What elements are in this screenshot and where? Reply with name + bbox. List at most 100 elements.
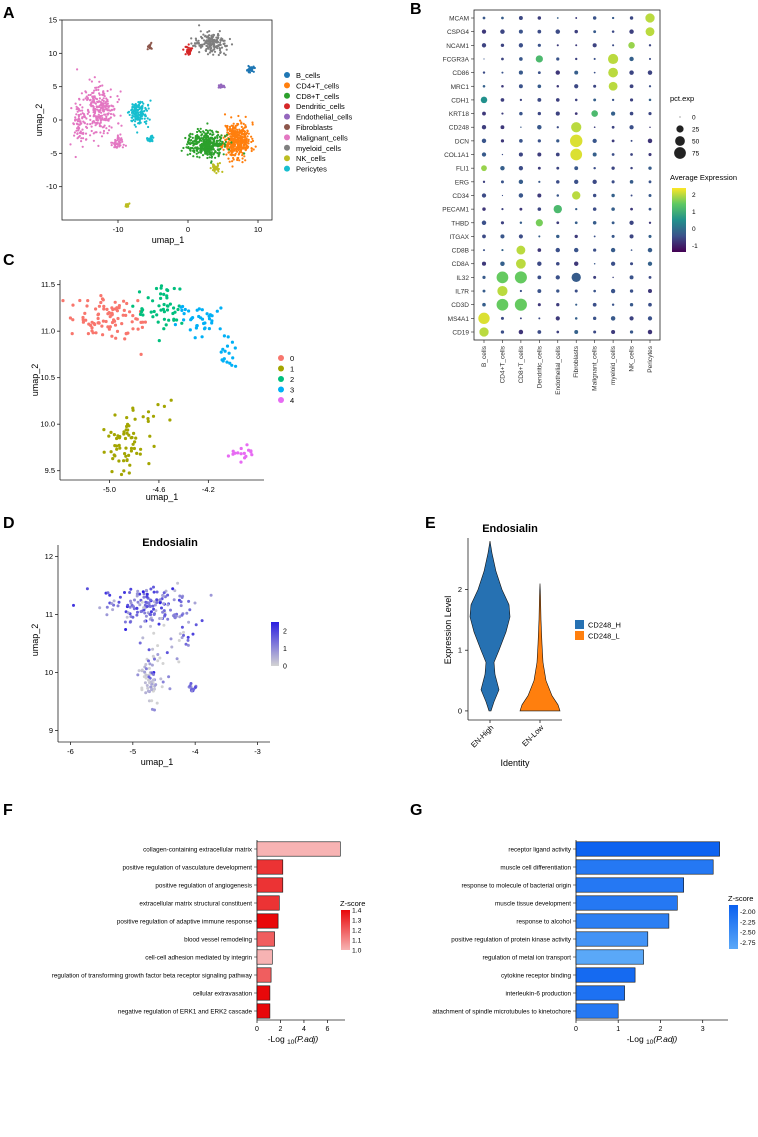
panel-a-cell-point <box>216 134 219 138</box>
panel-c-cell-point <box>135 451 139 455</box>
panel-b-dot <box>645 27 655 37</box>
panel-a-cell-point <box>90 104 93 107</box>
panel-e-legend-swatch <box>575 631 584 640</box>
panel-b-dot <box>516 245 526 255</box>
panel-a-cell-point <box>117 98 121 101</box>
panel-a-cell-point <box>79 103 82 106</box>
panel-e-violin-body <box>469 540 511 712</box>
panel-d-cell-point <box>110 602 114 605</box>
panel-a-cell-point <box>232 133 235 137</box>
panel-b-dot <box>516 258 526 269</box>
panel-a-cell-point <box>92 100 95 103</box>
panel-b-dot <box>593 248 597 252</box>
panel-b-dot <box>481 43 487 48</box>
panel-d-cell-point <box>153 603 157 607</box>
panel-a-cell-point <box>209 167 212 170</box>
panel-a-cell-point <box>222 42 225 46</box>
panel-b-dot <box>514 298 527 311</box>
panel-c-cell-point <box>122 432 126 436</box>
panel-b-gene-label: IL7R <box>455 289 469 296</box>
panel-a-cell-point <box>97 86 100 89</box>
panel-a-cell-point <box>242 122 245 125</box>
panel-a-cell-point <box>231 145 234 148</box>
panel-a-cell-point <box>237 153 240 156</box>
panel-b-gene-label: IL32 <box>456 275 469 282</box>
panel-a-cell-point <box>146 48 149 51</box>
panel-c-cell-point <box>162 317 166 321</box>
panel-a-cell-point <box>225 48 228 51</box>
panel-a-xtick-label: 10 <box>254 225 262 234</box>
panel-b-dot <box>537 71 541 75</box>
panel-b-dot <box>519 139 523 143</box>
panel-c-cell-point <box>172 286 176 291</box>
panel-d-cell-point <box>192 687 196 691</box>
panel-a-cell-point <box>216 152 219 155</box>
panel-d-cell-point <box>147 648 151 652</box>
panel-b-dot <box>518 166 524 171</box>
panel-a-cell-point <box>74 155 77 159</box>
panel-c-cell-point <box>239 460 243 464</box>
panel-b-gene-label: ERG <box>455 179 469 186</box>
panel-a-cell-point <box>250 140 253 144</box>
panel-b-dot <box>500 29 505 34</box>
panel-a-cell-point <box>199 30 202 33</box>
panel-a-cell-point <box>101 93 104 96</box>
panel-a-cell-point <box>103 108 106 111</box>
panel-a-cell-point <box>102 102 105 105</box>
panel-c-cell-point <box>156 403 160 407</box>
panel-a-cell-point <box>77 127 81 130</box>
panel-b-dot <box>482 275 486 279</box>
panel-b-dot <box>630 207 633 211</box>
panel-c-cell-point <box>102 428 106 432</box>
panel-a-legend-label: Fibroblasts <box>296 123 333 132</box>
panel-a-cell-point <box>204 49 208 53</box>
panel-a-cell-point <box>233 154 236 157</box>
panel-a-cell-point <box>196 134 199 137</box>
panel-c-cell-point <box>78 298 82 303</box>
panel-a-cell-point <box>126 111 130 114</box>
panel-a-cell-point <box>139 112 142 115</box>
panel-a-cell-point <box>140 117 144 120</box>
panel-b-plot-frame <box>473 9 661 341</box>
panel-b-dot <box>575 44 578 47</box>
panel-a-cell-point <box>139 102 142 105</box>
panel-a-cell-point <box>219 147 222 150</box>
panel-b-dot <box>647 261 653 266</box>
panel-b-size-legend-title: pct.exp <box>670 94 694 103</box>
panel-a-legend-label: CD4+T_cells <box>296 81 339 90</box>
panel-a-cell-point <box>102 90 105 93</box>
panel-a-cell-point <box>250 69 253 72</box>
panel-a-cell-point <box>106 132 109 135</box>
panel-a-cell-point <box>148 118 151 121</box>
panel-a-cell-point <box>216 47 219 50</box>
panel-b-size-legend-label: 75 <box>692 151 700 158</box>
panel-a-cell-point <box>106 89 109 93</box>
panel-c-cell-point <box>139 352 143 356</box>
panel-a-cell-point <box>92 139 95 142</box>
panel-b-dot <box>647 329 653 335</box>
panel-a-cell-point <box>222 52 226 55</box>
panel-e-violin-body <box>519 583 561 712</box>
panel-a-ytick-label: -10 <box>46 182 57 191</box>
panel-b-dot <box>593 289 596 293</box>
panel-b-size-legend-dot <box>674 147 686 159</box>
panel-a-legend-label: B_cells <box>296 71 320 80</box>
panel-f-colorbar-label: 1.4 <box>352 908 362 915</box>
panel-a-cell-point <box>202 141 205 144</box>
panel-d-cell-point <box>135 592 139 596</box>
panel-f-bar-chart: collagen-containing extracellular matrix… <box>52 840 365 1046</box>
panel-b-dot <box>556 180 560 184</box>
panel-d-cell-point <box>149 685 153 689</box>
panel-b-dot <box>535 55 543 63</box>
panel-b-dot <box>537 97 542 102</box>
panel-c-umap: -5.0 -4.6 -4.2 9.5 10.0 10.5 11.0 11.5 umap_1 u… <box>30 280 294 502</box>
panel-a-cell-point <box>242 129 245 132</box>
panel-b-color-scale <box>672 188 686 252</box>
panel-a-cell-point <box>213 151 216 155</box>
panel-f-xtick-label: 0 <box>255 1026 259 1033</box>
panel-e-xtick-label: EN-High <box>469 723 495 749</box>
panel-b-dot <box>481 261 487 266</box>
panel-b-dot <box>593 98 597 102</box>
panel-a-cell-point <box>78 98 81 101</box>
panel-a-cell-point <box>212 40 215 43</box>
